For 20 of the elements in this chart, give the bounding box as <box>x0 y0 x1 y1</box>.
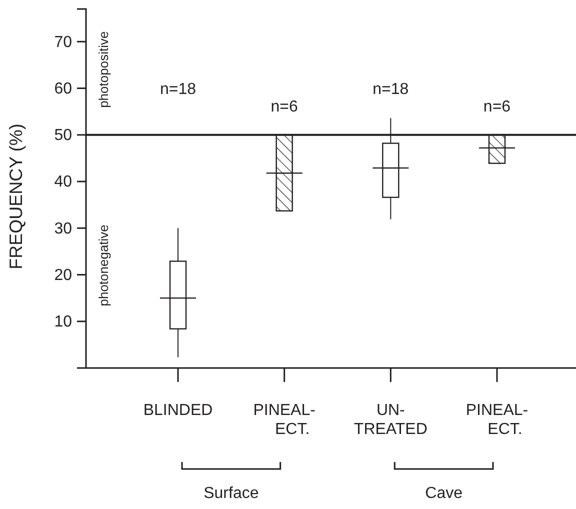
y-tick-label: 10 <box>54 313 72 330</box>
y-tick-label: 50 <box>54 127 72 144</box>
annotation: n=6 <box>483 98 511 116</box>
y-tick-label: 30 <box>54 220 72 238</box>
annotation: photopositive <box>96 31 111 108</box>
y-tick-label: 70 <box>54 34 72 51</box>
x-tick-label: PINEAL- ECT. <box>253 402 316 438</box>
y-tick-label: 20 <box>54 266 72 284</box>
y-axis-title: FREQUENCY (%) <box>6 124 26 270</box>
text: Surface <box>204 485 259 502</box>
x-tick-label: UN- TREATED <box>354 402 428 438</box>
y-tick-label: 40 <box>54 174 72 191</box>
x-tick-label: PINEAL- ECT. <box>466 402 528 438</box>
annotation: n=18 <box>160 80 196 98</box>
x-tick-label: BLINDED <box>143 402 213 419</box>
annotation: n=18 <box>372 80 409 98</box>
annotation: n=6 <box>270 98 298 116</box>
y-tick-label: 60 <box>54 80 72 98</box>
text: Cave <box>425 485 463 502</box>
annotation: photonegative <box>96 224 111 306</box>
